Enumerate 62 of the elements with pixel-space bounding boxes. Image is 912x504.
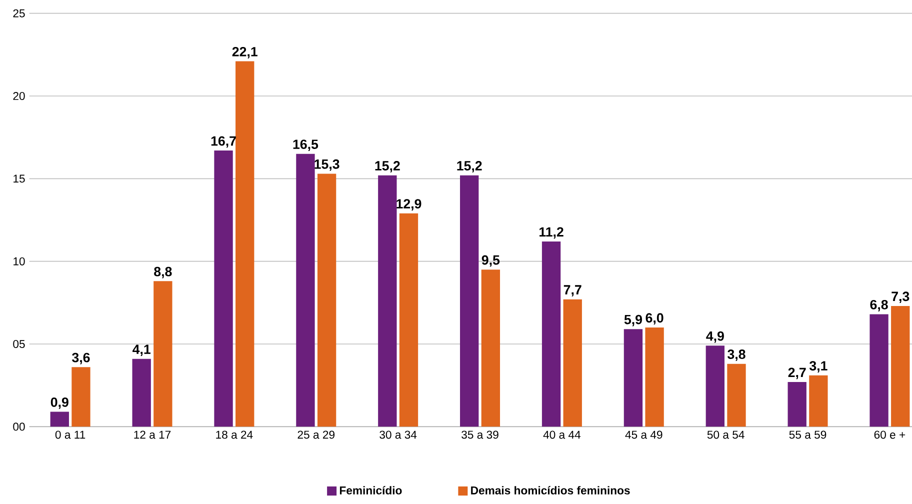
bar — [481, 270, 500, 427]
x-tick-label: 30 a 34 — [380, 430, 417, 439]
bar — [542, 241, 561, 427]
x-tick-label: 12 a 17 — [134, 430, 171, 439]
bar — [563, 299, 582, 427]
data-label: 6,0 — [646, 313, 664, 325]
bar — [236, 61, 254, 427]
data-label: 2,7 — [788, 368, 806, 380]
data-label: 15,2 — [457, 161, 482, 172]
bar — [154, 281, 172, 427]
data-label: 0,9 — [50, 397, 68, 409]
bar — [645, 327, 664, 427]
data-label: 8,8 — [154, 266, 172, 278]
y-tick-label: 15 — [14, 174, 25, 183]
bar — [132, 358, 151, 427]
data-label: 3,6 — [72, 352, 90, 364]
bar — [378, 175, 397, 427]
data-label: 16,5 — [293, 140, 318, 151]
y-tick-label: 20 — [13, 92, 25, 100]
data-label: 3,1 — [809, 361, 828, 372]
data-label: 15,2 — [375, 161, 400, 172]
bar — [891, 306, 910, 427]
x-tick-label: 45 a 49 — [625, 430, 662, 439]
data-label: 4,1 — [132, 344, 150, 356]
data-label: 7,7 — [564, 285, 582, 296]
bar — [706, 346, 724, 427]
x-tick-label: 18 a 24 — [216, 430, 253, 439]
data-label: 12,9 — [396, 199, 422, 210]
x-tick-label: 55 a 59 — [789, 430, 826, 439]
x-tick-label: 40 a 44 — [543, 430, 581, 439]
bar — [727, 364, 746, 427]
x-tick-label: 50 a 54 — [707, 430, 744, 439]
x-tick-label: 60 e + — [874, 430, 906, 439]
data-label: 3,8 — [728, 350, 746, 361]
legend-label: Feminicídio — [340, 486, 402, 494]
x-tick-label: 25 a 29 — [298, 430, 334, 439]
bar — [50, 412, 69, 427]
bar — [317, 174, 336, 427]
data-label: 15,3 — [314, 159, 340, 171]
y-tick-label: 25 — [13, 9, 25, 18]
x-tick-label: 0 a 11 — [55, 430, 86, 439]
data-label: 9,5 — [482, 255, 500, 267]
legend-label: Demais homicídios femininos — [471, 486, 630, 494]
y-tick-label: 10 — [14, 257, 25, 266]
bar — [214, 150, 233, 427]
bar — [788, 382, 806, 427]
data-label: 4,9 — [706, 331, 724, 343]
bar — [460, 175, 479, 427]
bar — [809, 375, 828, 427]
y-tick-label: 00 — [13, 422, 25, 431]
data-label: 22,1 — [232, 46, 258, 58]
data-label: 6,8 — [870, 300, 888, 312]
bar — [399, 213, 418, 427]
bar — [624, 329, 643, 427]
bar — [870, 314, 888, 427]
bar — [72, 367, 90, 427]
bar — [296, 154, 315, 427]
y-tick-label: 05 — [13, 340, 25, 348]
x-tick-label: 35 a 39 — [462, 430, 498, 439]
data-label: 7,3 — [892, 292, 910, 304]
data-label: 5,9 — [624, 314, 642, 326]
data-label: 11,2 — [540, 227, 564, 239]
